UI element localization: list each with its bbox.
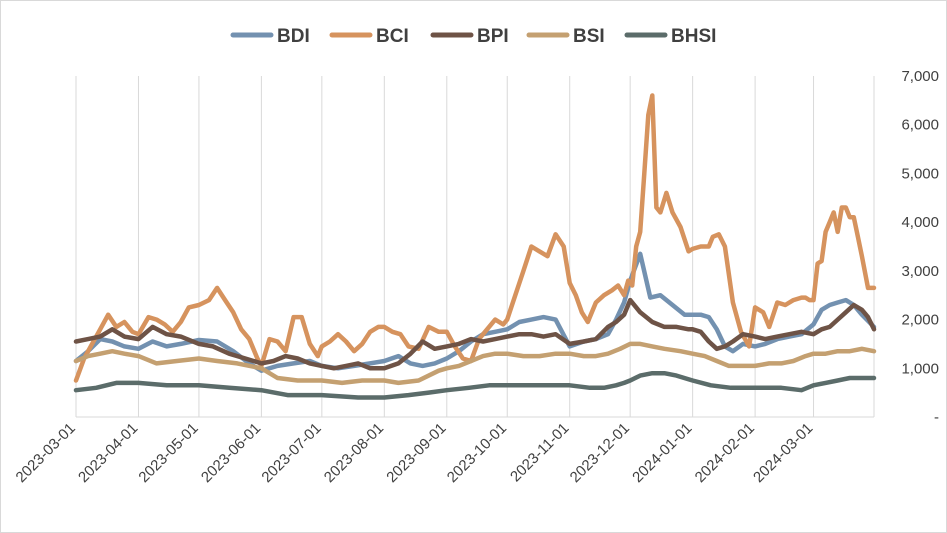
y-tick-label: 5,000 bbox=[901, 165, 939, 182]
series-line-bpi bbox=[73, 297, 877, 371]
y-tick-label: 4,000 bbox=[901, 214, 939, 231]
y-tick-label: 2,000 bbox=[901, 312, 939, 329]
x-axis: 2023-03-012023-04-012023-05-012023-06-01… bbox=[13, 420, 817, 486]
series-line-bhsi bbox=[73, 370, 877, 400]
y-axis: - 1,000 2,000 3,000 4,000 5,000 6,000 7,000 bbox=[901, 68, 939, 426]
x-tick-label: 2023-03-01 bbox=[13, 420, 79, 486]
series-lines bbox=[73, 93, 877, 400]
y-tick-label: 7,000 bbox=[901, 68, 939, 85]
legend-label-bhsi: BHSI bbox=[671, 26, 716, 47]
series-line-bdi bbox=[73, 251, 877, 373]
legend-label-bsi: BSI bbox=[573, 26, 605, 47]
x-tick-label: 2023-08-01 bbox=[321, 420, 387, 486]
x-tick-label: 2023-10-01 bbox=[444, 420, 510, 486]
x-tick-label: 2023-07-01 bbox=[258, 420, 324, 486]
y-tick-label: 3,000 bbox=[901, 263, 939, 280]
series-line-bsi bbox=[73, 341, 877, 386]
x-tick-label: 2024-02-01 bbox=[692, 420, 758, 486]
x-tick-label: 2023-05-01 bbox=[135, 420, 201, 486]
legend: BDI BCI BPI BSI BHSI bbox=[230, 26, 716, 47]
series-line-bci bbox=[73, 93, 877, 383]
legend-label-bpi: BPI bbox=[477, 26, 509, 47]
x-tick-label: 2024-03-01 bbox=[750, 420, 816, 486]
x-tick-label: 2023-06-01 bbox=[198, 420, 264, 486]
x-tick-label: 2023-11-01 bbox=[507, 420, 572, 485]
x-tick-label: 2023-09-01 bbox=[383, 420, 449, 486]
legend-label-bdi: BDI bbox=[277, 26, 310, 47]
x-tick-label: 2023-04-01 bbox=[75, 420, 141, 486]
y-tick-label: 6,000 bbox=[901, 117, 939, 134]
x-tick-label: 2023-12-01 bbox=[567, 420, 633, 486]
y-tick-label: - bbox=[934, 409, 939, 426]
gridlines bbox=[75, 76, 875, 418]
y-tick-label: 1,000 bbox=[901, 360, 939, 377]
x-tick-label: 2024-01-01 bbox=[629, 420, 695, 486]
legend-label-bci: BCI bbox=[376, 26, 409, 47]
